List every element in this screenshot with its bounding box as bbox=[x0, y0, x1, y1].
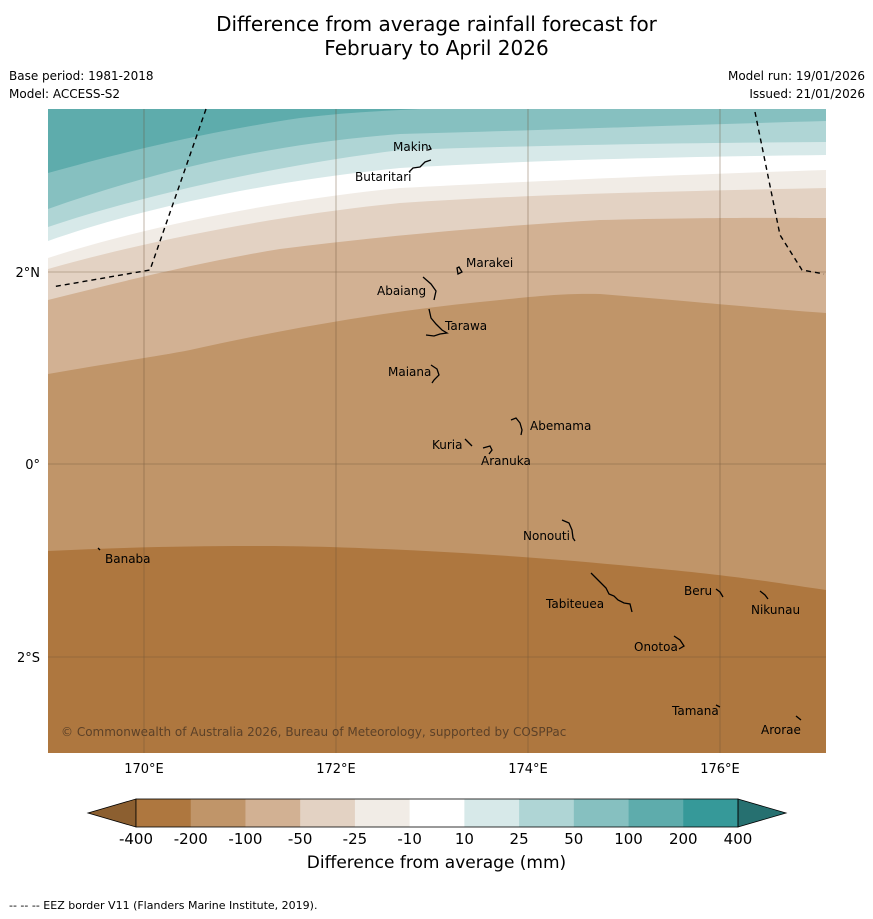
colorbar-tick-label: 400 bbox=[724, 830, 753, 848]
meta-right: Model run: 19/01/2026 Issued: 21/01/2026 bbox=[728, 67, 865, 103]
island-nikunau-outline bbox=[759, 590, 769, 600]
island-abaiang-outline bbox=[422, 276, 437, 301]
title-line-1: Difference from average rainfall forecas… bbox=[216, 12, 657, 36]
x-tick-170e: 170°E bbox=[124, 762, 164, 777]
y-tick-0: 0° bbox=[25, 458, 40, 473]
label-aranuka: Aranuka bbox=[481, 454, 531, 468]
island-aranuka-outline bbox=[482, 445, 493, 455]
rainfall-bands bbox=[48, 109, 826, 753]
label-tarawa: Tarawa bbox=[444, 319, 487, 333]
copyright-text: © Commonwealth of Australia 2026, Bureau… bbox=[61, 725, 566, 739]
title-line-2: February to April 2026 bbox=[324, 36, 549, 60]
colorbar-tick-label: -400 bbox=[119, 830, 153, 848]
label-makin: Makin bbox=[393, 140, 429, 154]
colorbar-cell bbox=[519, 799, 575, 827]
band-plus-200 bbox=[48, 109, 420, 173]
label-abaiang: Abaiang bbox=[377, 284, 426, 298]
label-nonouti: Nonouti bbox=[523, 529, 570, 543]
colorbar-cell bbox=[628, 799, 684, 827]
label-maiana: Maiana bbox=[388, 365, 431, 379]
label-onotoa: Onotoa bbox=[634, 640, 678, 654]
colorbar-cell bbox=[573, 799, 629, 827]
colorbar-cell bbox=[300, 799, 356, 827]
colorbar-tick-label: -10 bbox=[397, 830, 422, 848]
island-tamana-outline bbox=[715, 704, 721, 708]
island-abemama-outline bbox=[510, 417, 523, 436]
colorbar-frame bbox=[135, 798, 739, 828]
island-marakei-outline bbox=[456, 266, 463, 275]
island-onotoa-outline bbox=[673, 635, 685, 650]
x-tick-176e: 176°E bbox=[700, 762, 740, 777]
island-beru-outline bbox=[715, 588, 724, 598]
eez-border bbox=[51, 108, 825, 288]
label-tabiteuea: Tabiteuea bbox=[545, 597, 604, 611]
meta-left: Base period: 1981-2018 Model: ACCESS-S2 bbox=[9, 67, 154, 103]
eez-border-west bbox=[51, 108, 207, 288]
model-run: Model run: 19/01/2026 bbox=[727, 69, 865, 83]
island-makin-outline bbox=[427, 144, 432, 151]
label-arorae: Arorae bbox=[761, 723, 801, 737]
colorbar-tick-label: 50 bbox=[564, 830, 583, 848]
colorbar-tick-label: 25 bbox=[510, 830, 529, 848]
island-tabiteuea-outline bbox=[590, 572, 633, 613]
band-plus-100 bbox=[48, 109, 826, 209]
colorbar-tick-label: -25 bbox=[343, 830, 368, 848]
colorbar-tick-label: -200 bbox=[174, 830, 208, 848]
label-banaba: Banaba bbox=[105, 552, 151, 566]
label-abemama: Abemama bbox=[530, 419, 591, 433]
colorbar-tick-label: -50 bbox=[288, 830, 313, 848]
colorbar-tick-label: 200 bbox=[669, 830, 698, 848]
island-kuria-outline bbox=[464, 438, 473, 447]
island-nonouti-outline bbox=[561, 519, 576, 542]
colorbar-title: Difference from average (mm) bbox=[306, 853, 567, 873]
island-arorae-outline bbox=[795, 715, 802, 721]
colorbar-tick-label: -100 bbox=[228, 830, 262, 848]
label-marakei: Marakei bbox=[466, 256, 513, 270]
axis-labels: 170°E 172°E 174°E 176°E 2°N 0° 2°S bbox=[16, 266, 740, 777]
colorbar-cell bbox=[354, 799, 410, 827]
island-banaba-outline bbox=[97, 547, 101, 551]
chart-title: Difference from average rainfall forecas… bbox=[0, 12, 873, 60]
colorbar-cell bbox=[409, 799, 465, 827]
label-tamana: Tamana bbox=[671, 704, 719, 718]
colorbar-arrow-high bbox=[737, 798, 788, 828]
label-kuria: Kuria bbox=[432, 438, 463, 452]
model-name: Model: ACCESS-S2 bbox=[9, 87, 121, 101]
graticule bbox=[48, 109, 826, 753]
issued-date: Issued: 21/01/2026 bbox=[749, 87, 865, 101]
colorbar-cell bbox=[136, 799, 192, 827]
y-tick-2s: 2°S bbox=[17, 651, 40, 666]
label-beru: Beru bbox=[684, 584, 712, 598]
colorbar-arrow-low bbox=[86, 798, 137, 828]
eez-footnote: -- -- -- EEZ border V11 (Flanders Marine… bbox=[9, 899, 318, 912]
island-tarawa-outline bbox=[425, 308, 449, 337]
label-nikunau: Nikunau bbox=[751, 603, 800, 617]
colorbar-cell bbox=[245, 799, 301, 827]
island-butaritari-outline bbox=[408, 159, 432, 173]
colorbar: -400 -200 -100 -50 -25 -10 10 25 50 100 200 400 bbox=[86, 798, 788, 848]
y-tick-2n: 2°N bbox=[16, 266, 41, 281]
colorbar-cell bbox=[683, 799, 739, 827]
island-labels: Makin Butaritari Marakei Abaiang Tarawa … bbox=[105, 140, 801, 737]
x-tick-172e: 172°E bbox=[316, 762, 356, 777]
label-butaritari: Butaritari bbox=[355, 170, 412, 184]
colorbar-tick-label: 10 bbox=[455, 830, 474, 848]
island-outlines bbox=[97, 144, 802, 721]
colorbar-cell bbox=[190, 799, 246, 827]
eez-border-east bbox=[754, 111, 825, 275]
colorbar-tick-label: 100 bbox=[614, 830, 643, 848]
island-maiana-outline bbox=[430, 364, 440, 384]
colorbar-cell bbox=[464, 799, 520, 827]
x-tick-174e: 174°E bbox=[508, 762, 548, 777]
base-period: Base period: 1981-2018 bbox=[9, 69, 154, 83]
